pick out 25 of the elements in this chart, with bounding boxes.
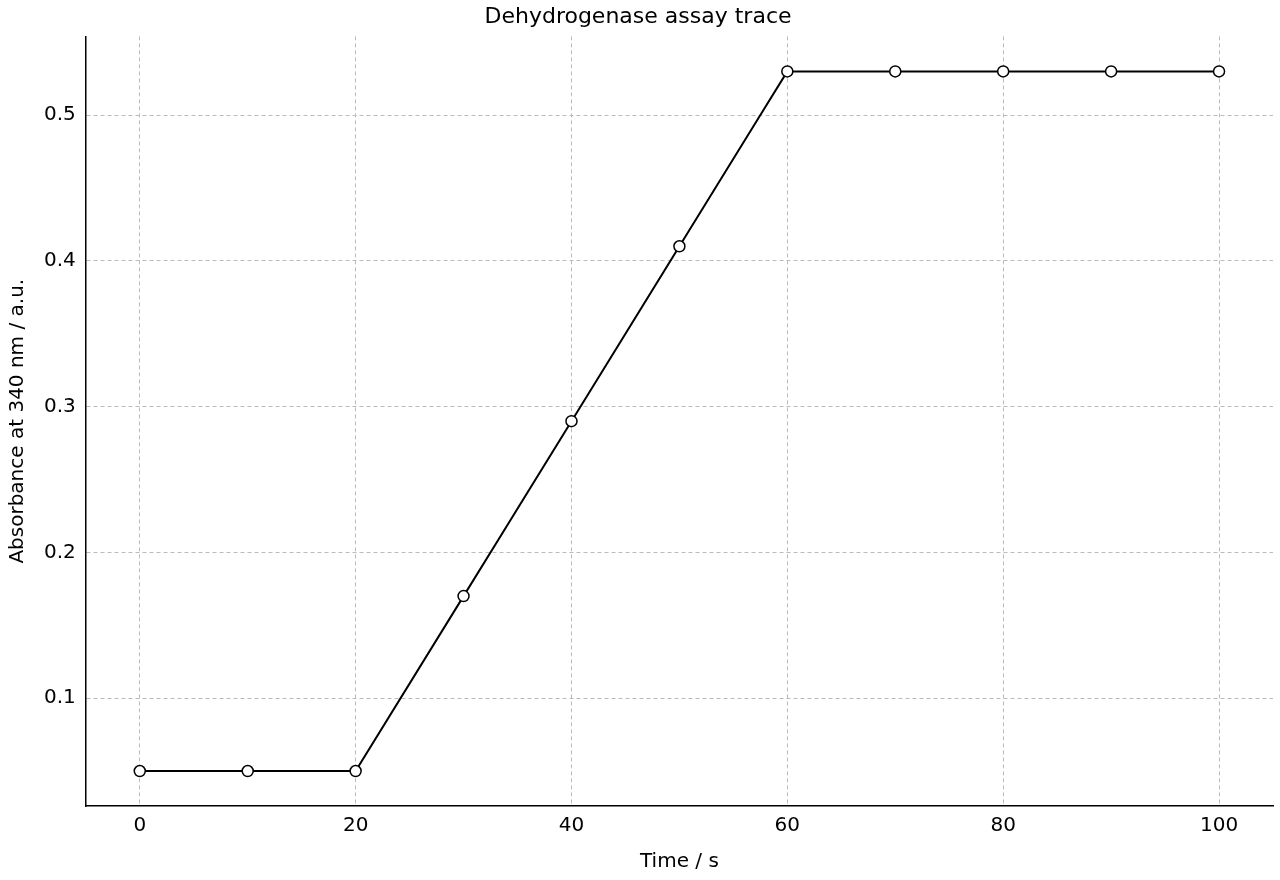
y-tick-label: 0.1 xyxy=(43,684,76,709)
x-tick-label: 80 xyxy=(990,812,1016,837)
y-tick-label: 0.2 xyxy=(43,538,76,563)
point xyxy=(996,65,1010,78)
y-axis-title: Absorbance at 340 nm / a.u. xyxy=(4,278,29,564)
point xyxy=(673,240,686,253)
point xyxy=(1212,65,1226,78)
point xyxy=(889,65,902,78)
point xyxy=(781,65,794,78)
x-tick-label: 40 xyxy=(558,812,585,837)
point xyxy=(457,589,470,603)
point xyxy=(133,764,147,778)
point xyxy=(241,764,254,778)
y-tick-label: 0.5 xyxy=(43,101,76,126)
point xyxy=(1104,65,1118,78)
x-tick-label: 0 xyxy=(133,812,147,837)
point xyxy=(565,414,578,428)
x-tick-label: 100 xyxy=(1199,812,1239,837)
chart-title: Dehydrogenase assay trace xyxy=(484,2,792,28)
x-tick-label: 20 xyxy=(342,812,369,837)
y-tick-label: 0.3 xyxy=(43,392,76,417)
x-axis-title: Time / s xyxy=(638,848,719,873)
x-tick-label: 60 xyxy=(774,812,801,837)
y-tick-label: 0.4 xyxy=(43,247,76,272)
point xyxy=(349,764,362,778)
